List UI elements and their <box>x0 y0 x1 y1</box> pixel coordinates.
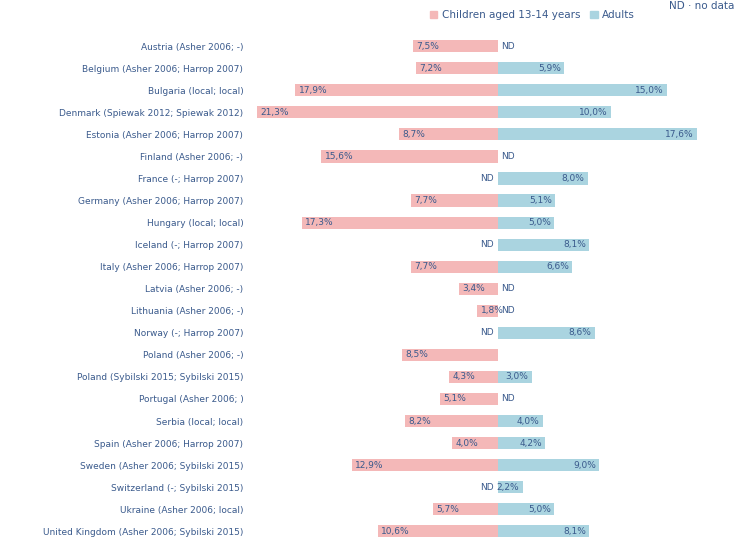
Text: 8,0%: 8,0% <box>562 174 585 183</box>
Text: ND: ND <box>480 240 495 249</box>
Text: 5,0%: 5,0% <box>528 218 550 227</box>
Bar <box>321 150 498 163</box>
Bar <box>498 195 555 207</box>
Text: 9,0%: 9,0% <box>573 461 596 470</box>
Text: 7,7%: 7,7% <box>414 196 437 205</box>
Bar <box>498 239 590 251</box>
Text: 2,2%: 2,2% <box>496 483 519 492</box>
Text: ND: ND <box>480 483 495 492</box>
Text: 4,3%: 4,3% <box>452 372 475 382</box>
Bar <box>401 349 498 361</box>
Bar <box>498 261 572 273</box>
Text: 6,6%: 6,6% <box>546 262 569 271</box>
Bar <box>498 173 588 185</box>
Text: 5,7%: 5,7% <box>437 505 459 514</box>
Bar <box>498 459 599 471</box>
Bar <box>477 305 498 317</box>
Text: 8,7%: 8,7% <box>403 130 425 139</box>
Bar <box>440 393 498 405</box>
Bar <box>498 415 543 427</box>
Bar <box>302 217 498 229</box>
Text: 5,1%: 5,1% <box>443 394 466 404</box>
Bar <box>498 128 697 140</box>
Bar <box>296 84 498 96</box>
Bar <box>498 525 590 537</box>
Text: ND: ND <box>501 394 515 404</box>
Text: 17,6%: 17,6% <box>665 130 694 139</box>
Bar <box>449 371 498 383</box>
Bar <box>459 283 498 295</box>
Bar <box>410 261 498 273</box>
Text: 5,1%: 5,1% <box>529 196 552 205</box>
Bar <box>413 40 498 52</box>
Text: 10,6%: 10,6% <box>381 527 409 536</box>
Text: 5,0%: 5,0% <box>528 505 550 514</box>
Bar <box>498 217 554 229</box>
Bar <box>416 62 498 74</box>
Bar <box>498 106 611 118</box>
Text: ND · no data: ND · no data <box>670 2 734 12</box>
Bar <box>498 503 554 515</box>
Bar <box>498 327 595 339</box>
Text: 12,9%: 12,9% <box>355 461 384 470</box>
Bar <box>498 481 523 493</box>
Text: 17,3%: 17,3% <box>305 218 334 227</box>
Text: 7,2%: 7,2% <box>419 64 443 73</box>
Bar <box>410 195 498 207</box>
Bar <box>351 459 498 471</box>
Bar <box>498 437 545 449</box>
Text: 3,0%: 3,0% <box>505 372 528 382</box>
Text: 3,4%: 3,4% <box>462 284 486 293</box>
Text: ND: ND <box>501 152 515 161</box>
Text: 5,9%: 5,9% <box>538 64 561 73</box>
Bar <box>256 106 498 118</box>
Bar <box>433 503 498 515</box>
Legend: Children aged 13-14 years, Adults: Children aged 13-14 years, Adults <box>430 10 635 20</box>
Text: ND: ND <box>501 42 515 51</box>
Text: 1,8%: 1,8% <box>481 306 504 315</box>
Text: 8,2%: 8,2% <box>409 416 431 426</box>
Text: ND: ND <box>480 328 495 337</box>
Text: 8,1%: 8,1% <box>563 240 586 249</box>
Text: 21,3%: 21,3% <box>260 108 289 117</box>
Text: 8,1%: 8,1% <box>563 527 586 536</box>
Bar <box>378 525 498 537</box>
Bar <box>498 371 532 383</box>
Text: 17,9%: 17,9% <box>299 86 327 95</box>
Text: ND: ND <box>501 284 515 293</box>
Text: ND: ND <box>501 306 515 315</box>
Bar <box>452 437 498 449</box>
Text: ND: ND <box>480 174 495 183</box>
Text: 8,6%: 8,6% <box>569 328 591 337</box>
Text: 4,0%: 4,0% <box>516 416 539 426</box>
Text: 7,7%: 7,7% <box>414 262 437 271</box>
Text: 8,5%: 8,5% <box>405 350 428 359</box>
Text: 4,2%: 4,2% <box>519 438 541 448</box>
Text: 10,0%: 10,0% <box>579 108 607 117</box>
Bar <box>498 62 564 74</box>
Bar <box>400 128 498 140</box>
Bar <box>498 84 667 96</box>
Bar <box>405 415 498 427</box>
Text: 7,5%: 7,5% <box>416 42 439 51</box>
Text: 15,6%: 15,6% <box>324 152 353 161</box>
Text: 4,0%: 4,0% <box>455 438 479 448</box>
Text: 15,0%: 15,0% <box>636 86 664 95</box>
